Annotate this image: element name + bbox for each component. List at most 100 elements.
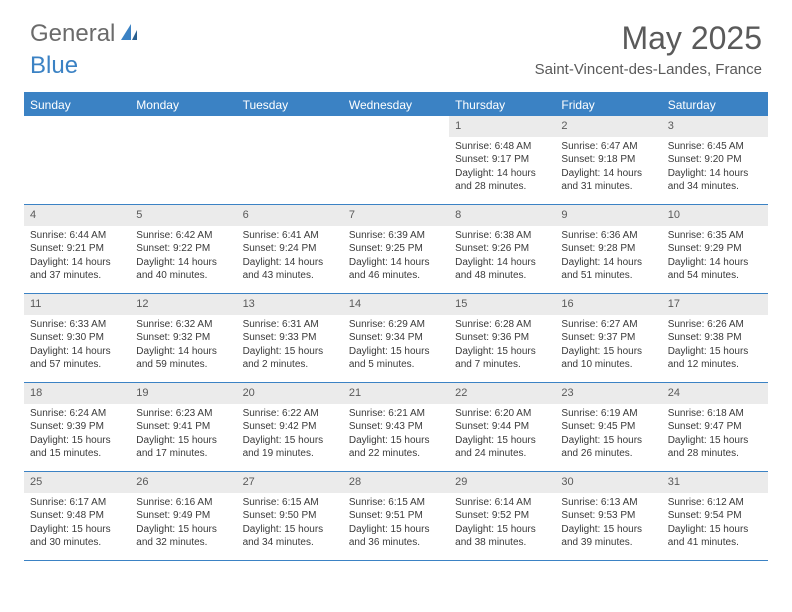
week-row: 18Sunrise: 6:24 AMSunset: 9:39 PMDayligh… [24,383,768,472]
weekday-sunday: Sunday [24,94,130,116]
weekday-wednesday: Wednesday [343,94,449,116]
sunset-line: Sunset: 9:50 PM [243,509,337,523]
day-cell: 21Sunrise: 6:21 AMSunset: 9:43 PMDayligh… [343,383,449,471]
day-number: 9 [555,205,661,226]
day-cell: . [343,116,449,204]
sunrise-line: Sunrise: 6:23 AM [136,407,230,421]
day-number: 17 [662,294,768,315]
daylight-line: Daylight: 15 hours and 7 minutes. [455,345,549,372]
day-cell: 29Sunrise: 6:14 AMSunset: 9:52 PMDayligh… [449,472,555,560]
week-row: 25Sunrise: 6:17 AMSunset: 9:48 PMDayligh… [24,472,768,561]
day-cell: 14Sunrise: 6:29 AMSunset: 9:34 PMDayligh… [343,294,449,382]
daylight-line: Daylight: 15 hours and 5 minutes. [349,345,443,372]
day-cell: . [24,116,130,204]
day-cell: 4Sunrise: 6:44 AMSunset: 9:21 PMDaylight… [24,205,130,293]
daylight-line: Daylight: 15 hours and 19 minutes. [243,434,337,461]
sunrise-line: Sunrise: 6:24 AM [30,407,124,421]
daylight-line: Daylight: 14 hours and 31 minutes. [561,167,655,194]
location-label: Saint-Vincent-des-Landes, France [535,61,762,78]
sunset-line: Sunset: 9:41 PM [136,420,230,434]
daylight-line: Daylight: 15 hours and 39 minutes. [561,523,655,550]
sunrise-line: Sunrise: 6:26 AM [668,318,762,332]
day-body: Sunrise: 6:31 AMSunset: 9:33 PMDaylight:… [237,315,343,376]
day-cell: 27Sunrise: 6:15 AMSunset: 9:50 PMDayligh… [237,472,343,560]
week-row: ....1Sunrise: 6:48 AMSunset: 9:17 PMDayl… [24,116,768,205]
sunrise-line: Sunrise: 6:48 AM [455,140,549,154]
day-body: Sunrise: 6:45 AMSunset: 9:20 PMDaylight:… [662,137,768,198]
logo-sail-icon [119,22,139,47]
sunset-line: Sunset: 9:25 PM [349,242,443,256]
day-body: Sunrise: 6:36 AMSunset: 9:28 PMDaylight:… [555,226,661,287]
week-row: 4Sunrise: 6:44 AMSunset: 9:21 PMDaylight… [24,205,768,294]
sunset-line: Sunset: 9:32 PM [136,331,230,345]
sunrise-line: Sunrise: 6:22 AM [243,407,337,421]
weekday-header-row: SundayMondayTuesdayWednesdayThursdayFrid… [24,94,768,116]
day-number: 21 [343,383,449,404]
day-body: Sunrise: 6:17 AMSunset: 9:48 PMDaylight:… [24,493,130,554]
sunset-line: Sunset: 9:26 PM [455,242,549,256]
day-body: Sunrise: 6:15 AMSunset: 9:50 PMDaylight:… [237,493,343,554]
daylight-line: Daylight: 14 hours and 28 minutes. [455,167,549,194]
daylight-line: Daylight: 15 hours and 22 minutes. [349,434,443,461]
sunrise-line: Sunrise: 6:21 AM [349,407,443,421]
weekday-thursday: Thursday [449,94,555,116]
sunset-line: Sunset: 9:45 PM [561,420,655,434]
day-cell: 13Sunrise: 6:31 AMSunset: 9:33 PMDayligh… [237,294,343,382]
sunrise-line: Sunrise: 6:39 AM [349,229,443,243]
sunset-line: Sunset: 9:30 PM [30,331,124,345]
day-number: 25 [24,472,130,493]
day-number: 7 [343,205,449,226]
sunset-line: Sunset: 9:21 PM [30,242,124,256]
day-cell: 24Sunrise: 6:18 AMSunset: 9:47 PMDayligh… [662,383,768,471]
daylight-line: Daylight: 15 hours and 24 minutes. [455,434,549,461]
day-number: 3 [662,116,768,137]
day-cell: 31Sunrise: 6:12 AMSunset: 9:54 PMDayligh… [662,472,768,560]
sunrise-line: Sunrise: 6:20 AM [455,407,549,421]
day-cell: 9Sunrise: 6:36 AMSunset: 9:28 PMDaylight… [555,205,661,293]
day-body: Sunrise: 6:29 AMSunset: 9:34 PMDaylight:… [343,315,449,376]
sunrise-line: Sunrise: 6:35 AM [668,229,762,243]
sunrise-line: Sunrise: 6:18 AM [668,407,762,421]
day-body: Sunrise: 6:15 AMSunset: 9:51 PMDaylight:… [343,493,449,554]
day-number: 12 [130,294,236,315]
day-body: Sunrise: 6:35 AMSunset: 9:29 PMDaylight:… [662,226,768,287]
day-number: 11 [24,294,130,315]
sunrise-line: Sunrise: 6:45 AM [668,140,762,154]
sunrise-line: Sunrise: 6:41 AM [243,229,337,243]
day-number: 2 [555,116,661,137]
day-body: Sunrise: 6:47 AMSunset: 9:18 PMDaylight:… [555,137,661,198]
day-cell: 16Sunrise: 6:27 AMSunset: 9:37 PMDayligh… [555,294,661,382]
day-body: Sunrise: 6:22 AMSunset: 9:42 PMDaylight:… [237,404,343,465]
day-number: 30 [555,472,661,493]
sunrise-line: Sunrise: 6:29 AM [349,318,443,332]
day-number: 10 [662,205,768,226]
day-cell: 3Sunrise: 6:45 AMSunset: 9:20 PMDaylight… [662,116,768,204]
day-body: Sunrise: 6:21 AMSunset: 9:43 PMDaylight:… [343,404,449,465]
daylight-line: Daylight: 15 hours and 12 minutes. [668,345,762,372]
day-number: 20 [237,383,343,404]
day-cell: 30Sunrise: 6:13 AMSunset: 9:53 PMDayligh… [555,472,661,560]
day-number: 14 [343,294,449,315]
day-body: Sunrise: 6:16 AMSunset: 9:49 PMDaylight:… [130,493,236,554]
day-body: Sunrise: 6:33 AMSunset: 9:30 PMDaylight:… [24,315,130,376]
day-body: Sunrise: 6:26 AMSunset: 9:38 PMDaylight:… [662,315,768,376]
logo-text-general: General [30,20,115,48]
daylight-line: Daylight: 15 hours and 36 minutes. [349,523,443,550]
day-body: Sunrise: 6:12 AMSunset: 9:54 PMDaylight:… [662,493,768,554]
day-body: Sunrise: 6:20 AMSunset: 9:44 PMDaylight:… [449,404,555,465]
day-number: 15 [449,294,555,315]
day-cell: . [237,116,343,204]
logo-text-blue: Blue [30,52,78,79]
day-body: Sunrise: 6:38 AMSunset: 9:26 PMDaylight:… [449,226,555,287]
sunrise-line: Sunrise: 6:31 AM [243,318,337,332]
sunrise-line: Sunrise: 6:44 AM [30,229,124,243]
daylight-line: Daylight: 15 hours and 32 minutes. [136,523,230,550]
day-cell: 25Sunrise: 6:17 AMSunset: 9:48 PMDayligh… [24,472,130,560]
sunrise-line: Sunrise: 6:16 AM [136,496,230,510]
day-number: 6 [237,205,343,226]
daylight-line: Daylight: 14 hours and 59 minutes. [136,345,230,372]
day-cell: 7Sunrise: 6:39 AMSunset: 9:25 PMDaylight… [343,205,449,293]
day-number: 13 [237,294,343,315]
daylight-line: Daylight: 14 hours and 37 minutes. [30,256,124,283]
sunset-line: Sunset: 9:49 PM [136,509,230,523]
